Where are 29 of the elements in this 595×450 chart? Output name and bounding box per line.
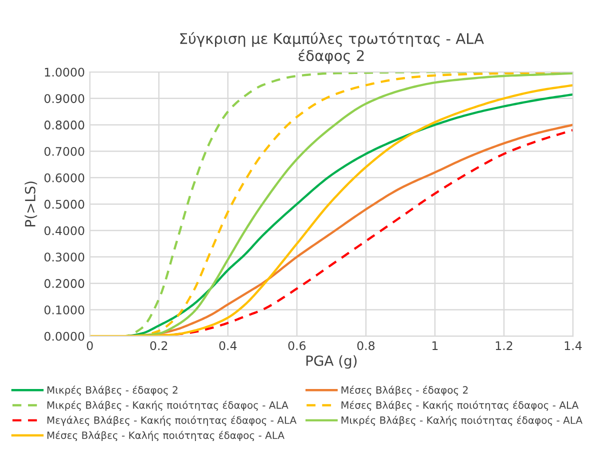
- y-tick-label: 0.9000: [44, 94, 84, 104]
- x-tick-label: 1: [432, 341, 438, 350]
- x-tick-label: 1.4: [564, 341, 582, 350]
- y-tick-label: 0.5000: [44, 200, 84, 209]
- y-tick-label: 0.7000: [44, 146, 84, 156]
- x-axis-title: PGA (g): [306, 355, 357, 369]
- x-tick-label: 0.8: [357, 341, 375, 350]
- legend-label: Μέσες Βλάβες - έδαφος 2: [342, 386, 468, 396]
- y-tick-label: 0.2000: [44, 279, 84, 288]
- chart-title: Σύγκριση με Καμπύλες τρωτότητας - ALA έδαφος 2: [180, 32, 484, 64]
- x-tick-label: 0.6: [288, 341, 306, 350]
- legend-label: Μεγάλες Βλάβες - Κακής ποιότητας έδαφος - ALA: [47, 416, 297, 426]
- legend-label: Μέσες Βλάβες - Κακής ποιότητας έδαφος - ALA: [342, 400, 579, 411]
- y-tick-label: 0.8000: [44, 120, 84, 130]
- x-tick-label: 0.4: [219, 341, 237, 350]
- legend-label: Μικρές Βλάβες - Κακής ποιότητας έδαφος - ALA: [47, 400, 288, 411]
- y-axis-title: P(>LS): [24, 182, 38, 226]
- y-tick-label: 0.6000: [44, 173, 84, 182]
- y-tick-label: 1.0000: [44, 68, 84, 77]
- y-tick-label: 0.3000: [44, 252, 84, 262]
- legend-label: Μικρές Βλάβες - έδαφος 2: [47, 386, 178, 396]
- legend-label: Μικρές Βλάβες - Καλής ποιότητας έδαφος - ALA: [342, 416, 582, 426]
- y-tick-label: 0.0000: [44, 332, 84, 341]
- y-tick-label: 0.4000: [44, 226, 84, 236]
- x-tick-label: 0: [86, 341, 93, 350]
- x-tick-label: 1.2: [496, 341, 512, 350]
- legend-label: Μέσες Βλάβες - Καλής ποιότητας έδαφος - ALA: [47, 430, 284, 441]
- y-tick-label: 0.1000: [44, 305, 84, 314]
- x-tick-label: 0.2: [150, 341, 168, 350]
